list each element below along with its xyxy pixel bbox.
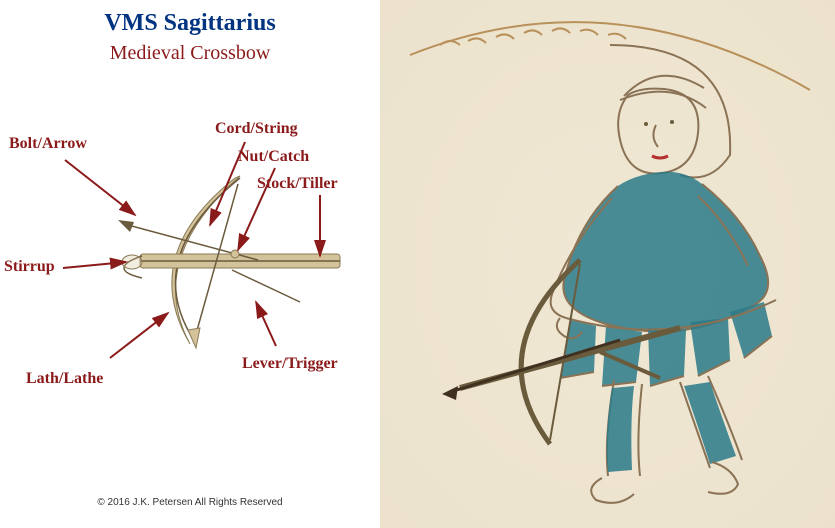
label-cord-string: Cord/String: [215, 120, 298, 138]
label-lath-lathe: Lath/Lathe: [26, 370, 103, 388]
diagram-left-panel: VMS Sagittarius Medieval Crossbow: [0, 0, 380, 528]
copyright-text: © 2016 J.K. Petersen All Rights Reserved: [0, 497, 380, 508]
label-stirrup: Stirrup: [4, 258, 55, 276]
manuscript-drawing: [380, 0, 835, 528]
manuscript-panel: [380, 0, 835, 528]
label-bolt-arrow: Bolt/Arrow: [9, 135, 87, 153]
label-nut-catch: Nut/Catch: [238, 148, 309, 166]
label-lever-trigger: Lever/Trigger: [242, 355, 338, 373]
label-stock-tiller: Stock/Tiller: [257, 175, 338, 193]
